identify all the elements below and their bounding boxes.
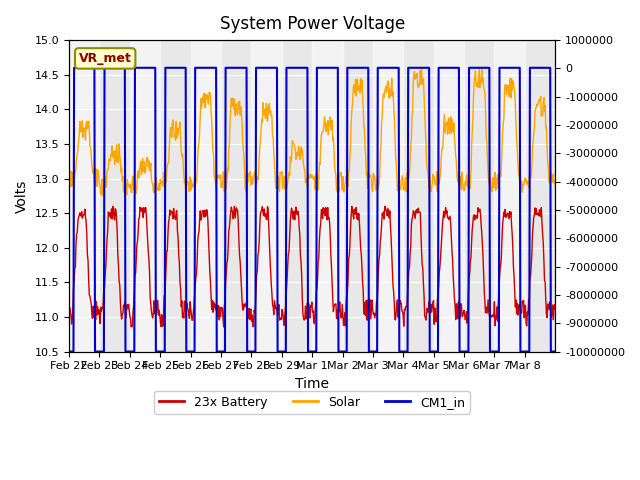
Bar (252, 40, 282, 351)
Bar (130, 40, 160, 351)
Bar (495, 40, 525, 351)
Bar (191, 40, 221, 351)
Bar (69, 40, 99, 351)
Text: VR_met: VR_met (79, 52, 132, 65)
Legend: 23x Battery, Solar, CM1_in: 23x Battery, Solar, CM1_in (154, 391, 470, 414)
Y-axis label: Volts: Volts (15, 179, 29, 213)
Bar (434, 40, 464, 351)
Bar (312, 40, 342, 351)
Title: System Power Voltage: System Power Voltage (220, 15, 404, 33)
X-axis label: Time: Time (295, 377, 329, 391)
Bar (373, 40, 403, 351)
